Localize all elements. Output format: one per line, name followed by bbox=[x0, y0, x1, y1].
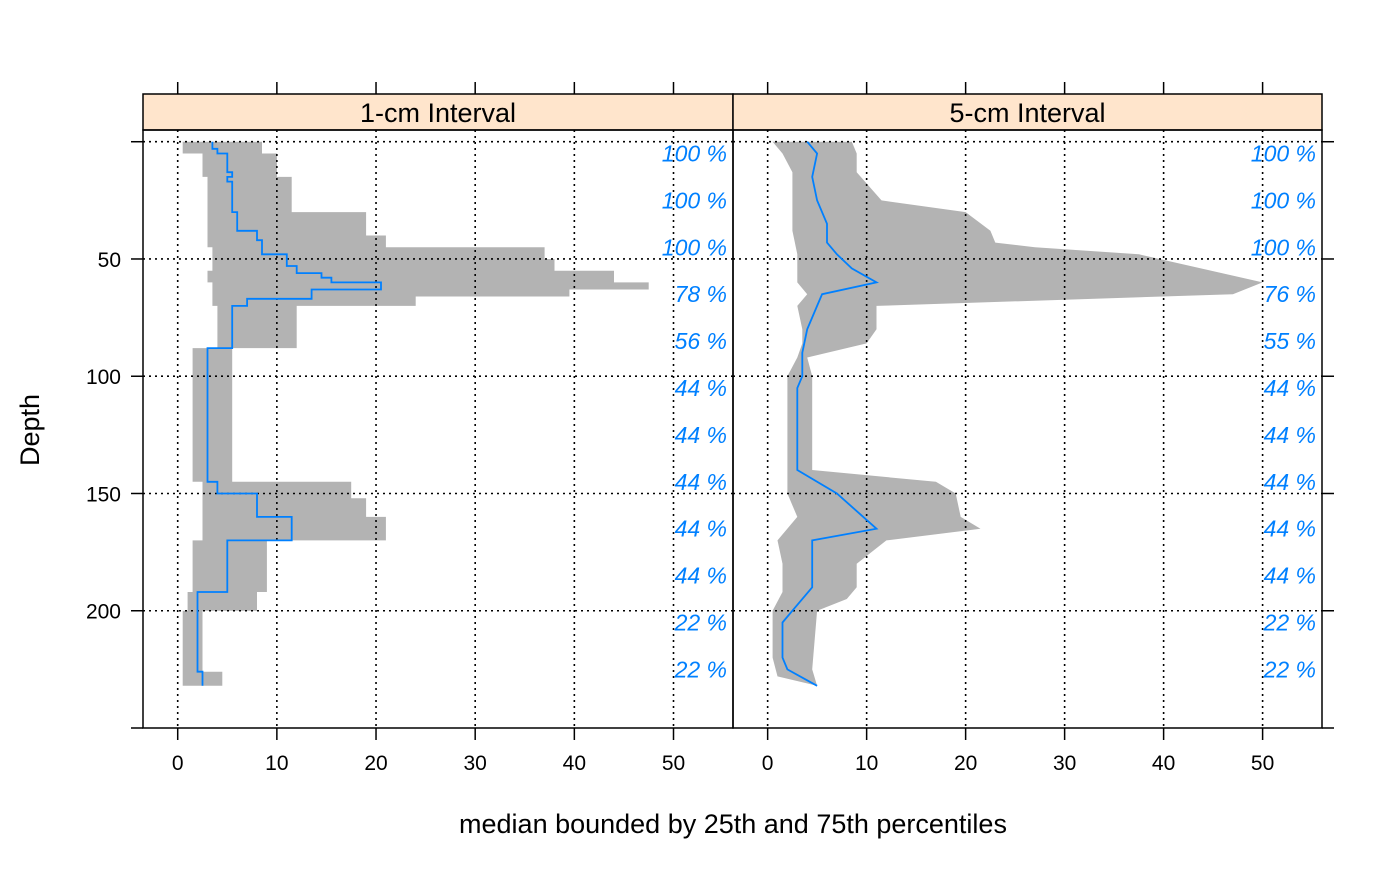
percent-label: 100 % bbox=[1251, 140, 1316, 166]
x-tick-label: 30 bbox=[1053, 752, 1076, 775]
strip-background bbox=[142, 93, 734, 131]
panel-2: 5-cm Interval 100 % 100 % 100 % 76 % 55 % 44 %… bbox=[732, 93, 1323, 729]
strip-label: 1-cm Interval bbox=[360, 98, 516, 128]
percent-label: 44 % bbox=[1264, 422, 1316, 448]
percent-label: 55 % bbox=[1264, 328, 1316, 354]
median-line bbox=[196, 141, 382, 686]
percent-label: 56 % bbox=[675, 328, 727, 354]
percentile-band bbox=[772, 141, 1263, 686]
percent-label: 44 % bbox=[675, 469, 727, 495]
percent-label: 22 % bbox=[674, 609, 727, 635]
percent-label: 100 % bbox=[1251, 234, 1316, 260]
percent-label: 78 % bbox=[675, 281, 727, 307]
percent-label: 44 % bbox=[675, 563, 727, 589]
percent-label: 100 % bbox=[662, 234, 727, 260]
percent-label: 100 % bbox=[662, 187, 727, 213]
x-tick-label: 50 bbox=[1251, 752, 1274, 775]
percent-label: 44 % bbox=[675, 375, 727, 401]
percent-label: 100 % bbox=[662, 140, 727, 166]
percent-label: 44 % bbox=[675, 422, 727, 448]
axes-layer: 0 10 20 30 40 50 0 10 20 30 40 50 50 100 150 200 bbox=[86, 82, 1334, 775]
y-tick-label: 50 bbox=[98, 249, 121, 272]
percent-label: 44 % bbox=[1264, 375, 1316, 401]
panels-layer: 1-cm Interval 100 % 100 % 100 % 78 % 56 % 44 %… bbox=[142, 93, 1323, 729]
y-tick-label: 200 bbox=[86, 601, 121, 624]
x-axis-title: median bounded by 25th and 75th percenti… bbox=[459, 809, 1007, 839]
panel-1: 1-cm Interval 100 % 100 % 100 % 78 % 56 % 44 %… bbox=[142, 93, 734, 729]
percent-label: 100 % bbox=[1251, 187, 1316, 213]
x-tick-label: 40 bbox=[563, 752, 586, 775]
x-tick-label: 30 bbox=[464, 752, 487, 775]
percent-label: 44 % bbox=[1264, 516, 1316, 542]
panel-frame bbox=[732, 129, 1323, 729]
x-tick-label: 10 bbox=[855, 752, 878, 775]
percent-label: 44 % bbox=[675, 516, 727, 542]
strip-label: 5-cm Interval bbox=[949, 98, 1105, 128]
x-tick-label: 10 bbox=[265, 752, 288, 775]
percentile-band bbox=[182, 141, 649, 686]
x-tick-label: 0 bbox=[172, 752, 184, 775]
x-tick-label: 40 bbox=[1152, 752, 1175, 775]
x-tick-label: 20 bbox=[364, 752, 387, 775]
x-tick-label: 50 bbox=[662, 752, 685, 775]
percent-label: 76 % bbox=[1264, 281, 1316, 307]
strip-background bbox=[732, 93, 1323, 131]
percent-label: 22 % bbox=[1263, 656, 1316, 682]
y-tick-label: 150 bbox=[86, 483, 121, 506]
y-axis-title: Depth bbox=[15, 394, 45, 466]
x-tick-label: 0 bbox=[762, 752, 774, 775]
x-tick-label: 20 bbox=[954, 752, 977, 775]
percent-label: 44 % bbox=[1264, 469, 1316, 495]
percent-label: 22 % bbox=[674, 656, 727, 682]
y-tick-label: 100 bbox=[86, 366, 121, 389]
percent-label: 22 % bbox=[1263, 609, 1316, 635]
percent-label: 44 % bbox=[1264, 563, 1316, 589]
median-line bbox=[781, 141, 879, 687]
